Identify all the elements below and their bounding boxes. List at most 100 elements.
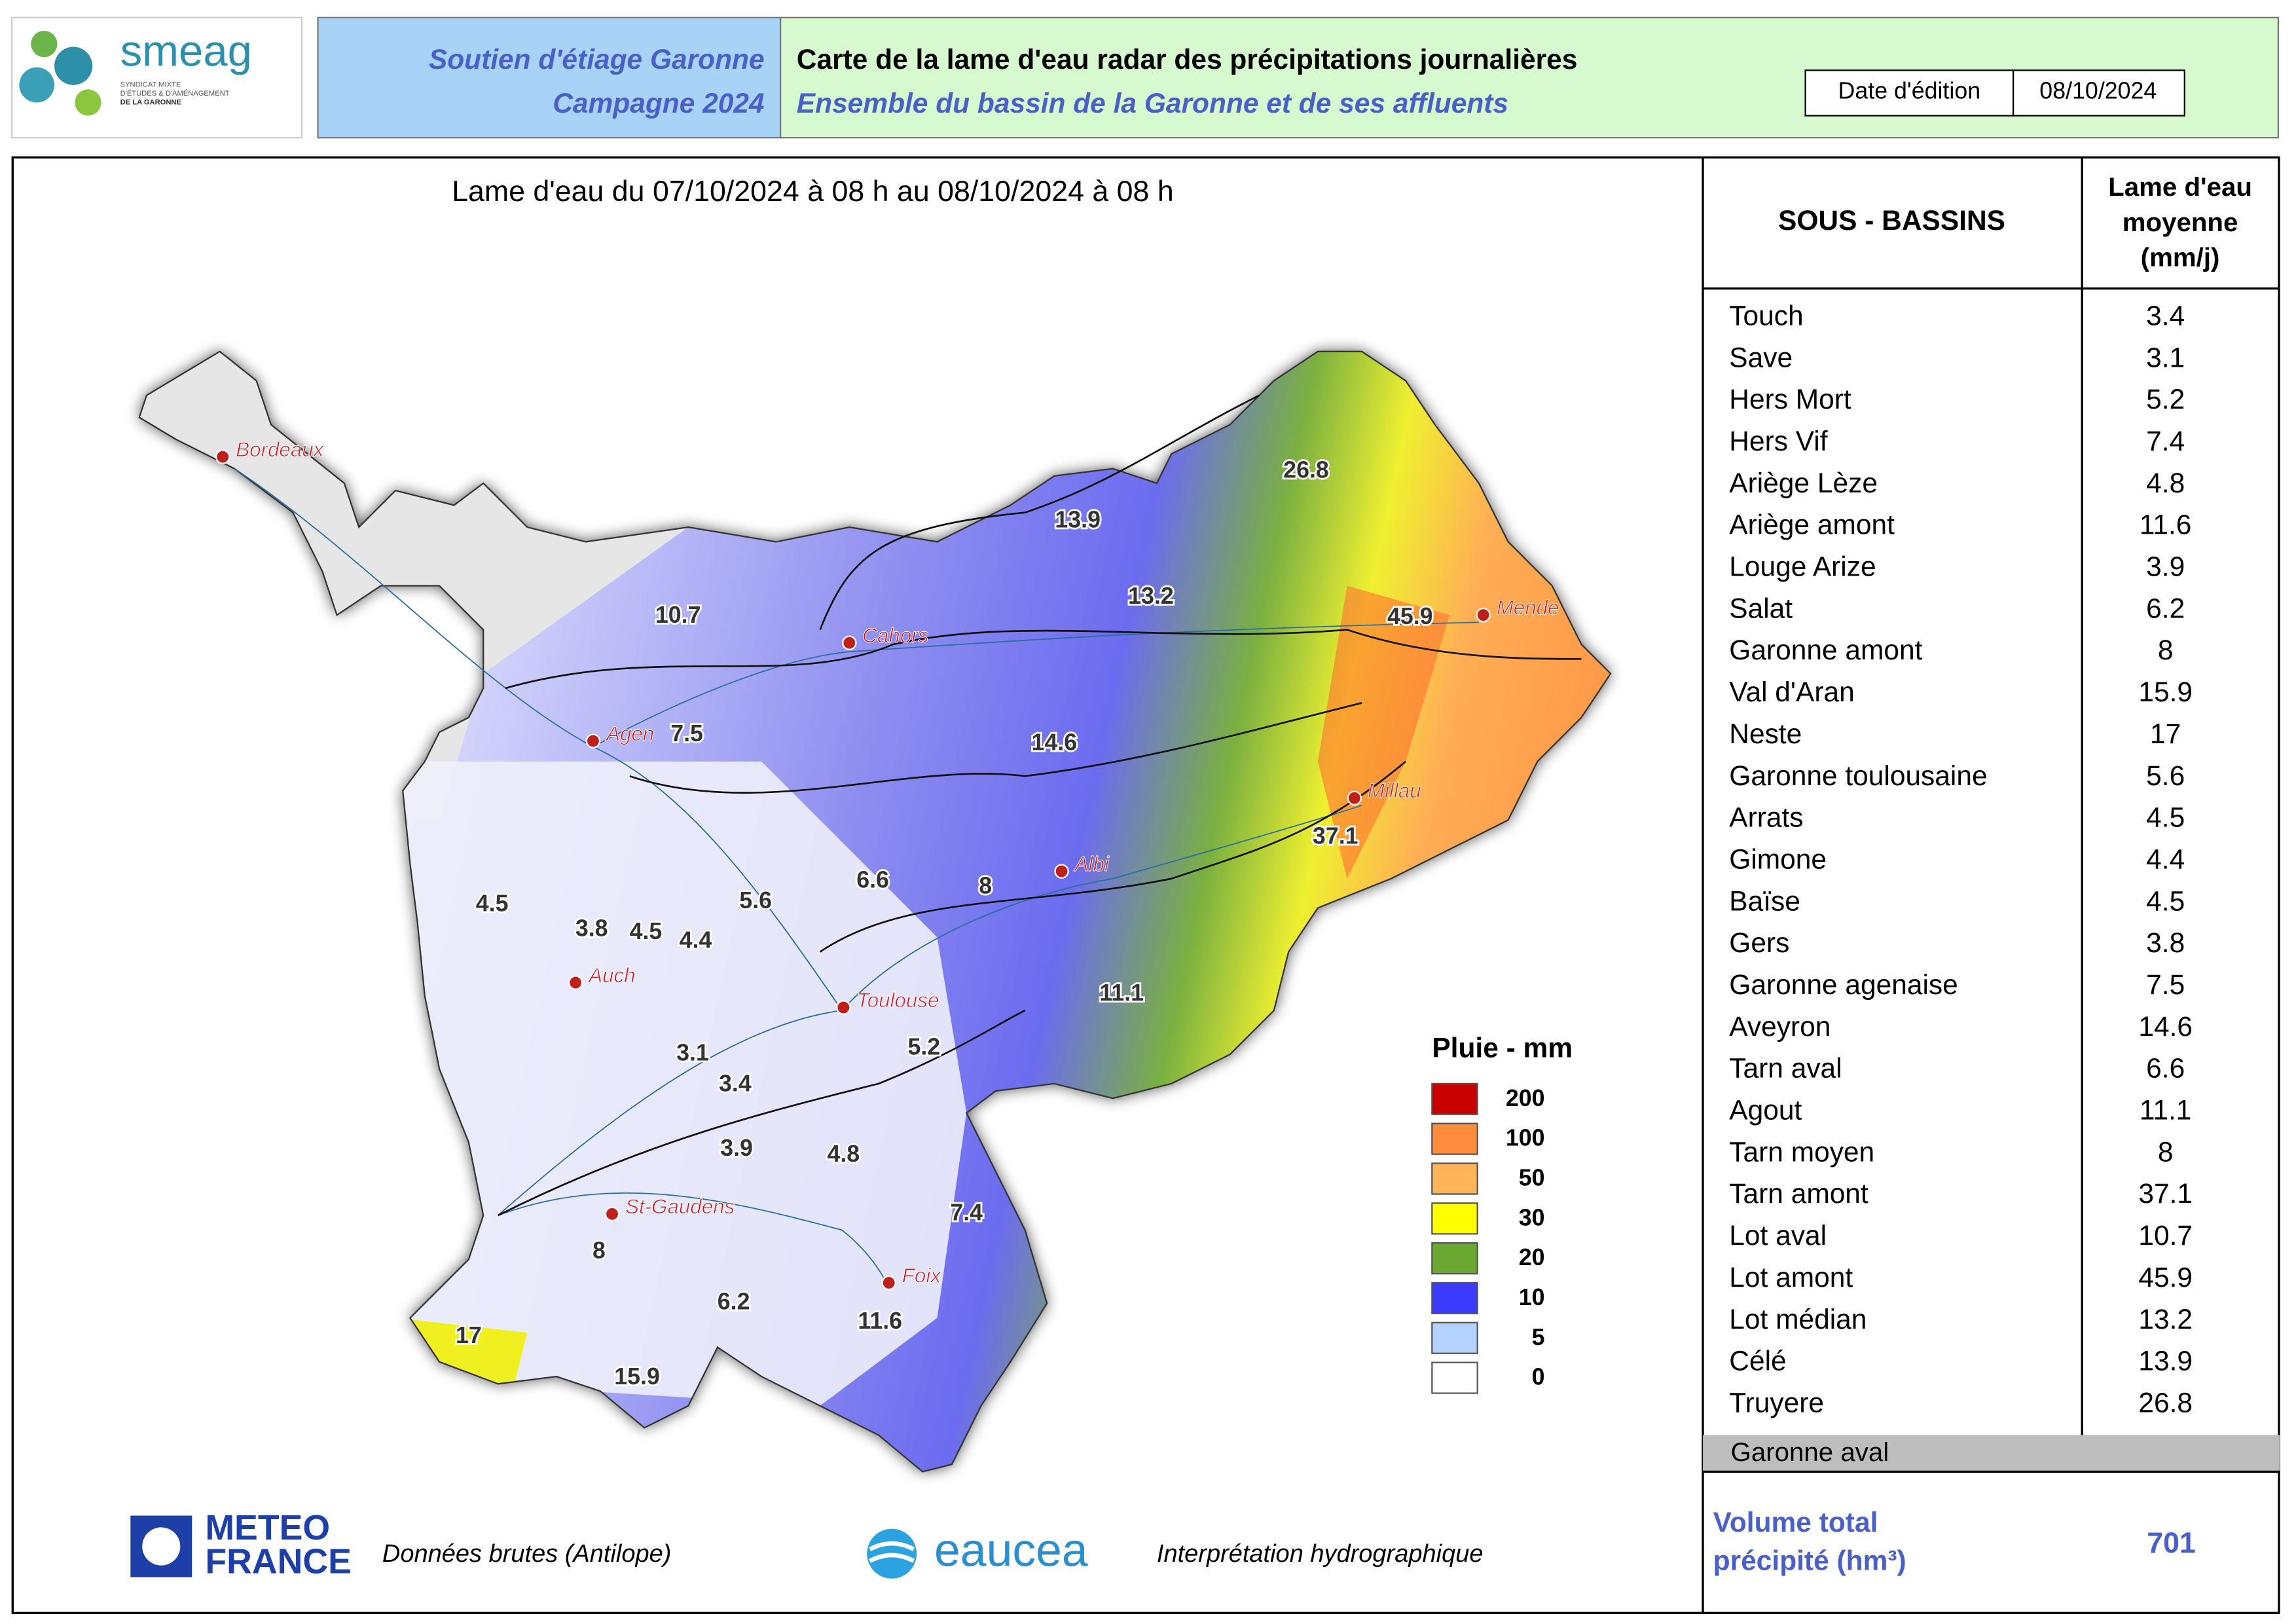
logo-dot — [75, 89, 101, 116]
basin-value: 4.4 — [680, 927, 712, 953]
basin-name: Ariège amont — [1729, 510, 1895, 541]
basin-name: Gimone — [1729, 844, 1827, 875]
city-name: Agen — [605, 722, 654, 745]
basin-value-cell: 3.4 — [2146, 301, 2185, 331]
eaucea-logo-wave — [869, 1541, 915, 1563]
legend-swatch — [1431, 1122, 1478, 1155]
light-zone — [395, 761, 967, 1406]
basin-value-cell: 4.5 — [2146, 803, 2185, 834]
basin-value: 6.6 — [856, 867, 889, 893]
logo-name: smeag — [120, 26, 252, 75]
legend-title: Pluie - mm — [1432, 1033, 1573, 1064]
basin-value-cell: 5.6 — [2146, 761, 2185, 792]
grey-row-label: Garonne aval — [1731, 1437, 1889, 1467]
basin-value: 3.1 — [676, 1040, 709, 1066]
river — [592, 621, 1479, 748]
legend-label: 200 — [1506, 1085, 1545, 1111]
basin-name: Hers Mort — [1729, 384, 1851, 415]
basin-name: Ariège Lèze — [1729, 468, 1878, 499]
basin-name: Neste — [1729, 719, 1802, 750]
basin-outline — [138, 350, 1612, 1473]
title: Carte de la lame d'eau radar des précipi… — [797, 45, 1578, 75]
basin-value: 5.2 — [907, 1034, 940, 1060]
basin-name: Aveyron — [1729, 1012, 1831, 1043]
legend-swatch — [1431, 1082, 1478, 1115]
basin-value: 13.9 — [1055, 507, 1101, 533]
basin-value: 45.9 — [1387, 603, 1433, 629]
basin-value-cell: 15.9 — [2138, 677, 2193, 708]
city-marker — [585, 733, 601, 748]
river — [498, 1192, 890, 1289]
basin-name: Touch — [1729, 301, 1803, 331]
basin-name: Louge Arize — [1729, 552, 1876, 583]
logo-tagline: SYNDICAT MIXTE — [120, 81, 181, 89]
basin-value: 37.1 — [1313, 823, 1358, 849]
basin-name: Lot amont — [1729, 1263, 1853, 1293]
logo-tagline: D'ÉTUDES & D'AMÉNAGEMENT — [120, 89, 230, 98]
period: Lame d'eau du 07/10/2024 à 08 h au 08/10… — [452, 175, 1174, 208]
city-name: Foix — [902, 1264, 941, 1287]
date: 08/10/2024 — [2039, 77, 2157, 103]
basin-value: 13.2 — [1128, 583, 1174, 609]
table-header: SOUS - BASSINS — [1778, 206, 2005, 236]
logo-dot — [54, 46, 93, 85]
basin-value: 3.8 — [575, 915, 608, 941]
basin-value-cell: 8 — [2158, 1137, 2174, 1168]
basin-value-cell: 4.4 — [2146, 844, 2185, 875]
table-header: Lame d'eau — [2108, 172, 2252, 202]
river — [498, 805, 1362, 1216]
map: Bordeaux Cahors Agen Mende Millau Albi Auch Tou… — [138, 350, 1612, 1473]
basin-value-cell: 11.6 — [2140, 510, 2192, 541]
meteo-note: Données brutes (Antilope) — [382, 1540, 671, 1568]
city-name: Bordeaux — [236, 438, 324, 461]
basin-value: 3.4 — [719, 1071, 752, 1097]
basin-value: 4.8 — [827, 1141, 860, 1167]
date-label: Date d'édition — [1838, 77, 1981, 103]
basin-value: 7.5 — [670, 720, 703, 747]
org-line: Soutien d'étiage Garonne — [429, 45, 765, 75]
legend-swatch — [1431, 1242, 1478, 1275]
city-marker — [215, 449, 230, 464]
basin-name: Arrats — [1729, 803, 1803, 834]
total-value: 701 — [2147, 1527, 2196, 1559]
basin-value-cell: 3.1 — [2146, 342, 2185, 373]
basin-name: Garonne agenaise — [1729, 970, 1958, 1001]
orange-zone — [1317, 585, 1450, 879]
city-name: Toulouse — [856, 989, 939, 1012]
org-line: Campagne 2024 — [553, 88, 764, 119]
border — [505, 629, 1582, 690]
basin-value-cell: 45.9 — [2138, 1263, 2193, 1293]
city-name: Cahors — [862, 624, 928, 647]
eaucea-name: eaucea — [934, 1524, 1088, 1577]
basin-name: Tarn aval — [1729, 1054, 1842, 1084]
city-name: St-Gaudens — [625, 1195, 735, 1218]
date-box — [1804, 69, 2185, 117]
city-marker — [1054, 864, 1069, 879]
basin-value-cell: 17 — [2150, 719, 2181, 750]
city-marker — [842, 635, 857, 650]
border — [498, 1009, 1026, 1217]
basin-value: 6.2 — [718, 1289, 750, 1315]
city-name: Mende — [1497, 597, 1559, 619]
basin-value-cell: 7.4 — [2146, 426, 2185, 457]
basin-value: 15.9 — [614, 1363, 660, 1390]
total-label: précipité (hm³) — [1713, 1545, 1906, 1576]
basin-name: Truyere — [1729, 1388, 1824, 1418]
basin-value-cell: 3.8 — [2146, 928, 2185, 959]
basin-value: 8 — [592, 1237, 606, 1263]
city-marker — [836, 1000, 851, 1015]
logo-dot — [19, 67, 55, 103]
meteo-name: FRANCE — [205, 1541, 352, 1581]
basin-value-cell: 11.1 — [2140, 1096, 2192, 1126]
basin-name: Baïse — [1729, 886, 1800, 917]
basin-value: 17 — [456, 1322, 482, 1348]
basin-name: Hers Vif — [1729, 426, 1827, 457]
basin-value-cell: 26.8 — [2138, 1388, 2193, 1418]
city-marker — [881, 1275, 896, 1291]
legend-swatch — [1431, 1162, 1478, 1195]
main-frame — [11, 156, 2280, 1614]
total-label: Volume total — [1713, 1507, 1878, 1538]
meteo-name: METEO — [205, 1508, 330, 1547]
